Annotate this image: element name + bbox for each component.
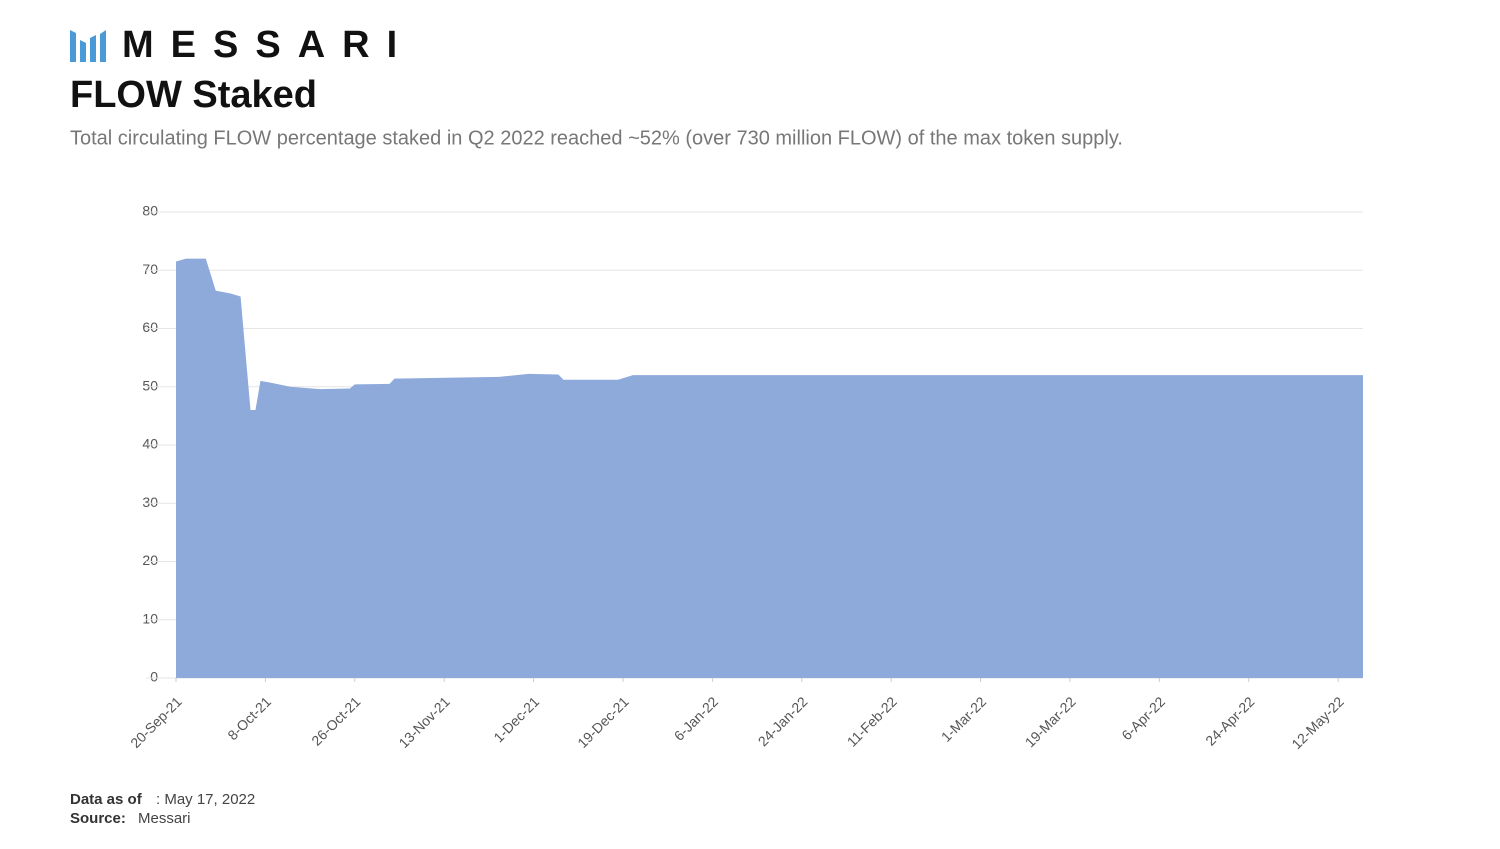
logo-icon (70, 30, 106, 62)
footer-date-label: Data as of (70, 791, 143, 808)
x-tick-label: 11-Feb-22 (844, 693, 900, 749)
y-tick-label: 30 (142, 494, 158, 510)
area (176, 258, 1363, 678)
x-tick-label: 19-Mar-22 (1022, 693, 1079, 750)
x-tick-label: 26-Oct-21 (308, 693, 363, 748)
x-tick-label: 12-May-22 (1288, 693, 1347, 752)
y-tick-label: 0 (150, 669, 158, 685)
y-tick-label: 20 (142, 552, 158, 568)
y-tick-label: 60 (142, 319, 158, 335)
title: FLOW Staked (70, 74, 317, 116)
x-tick-label: 1-Mar-22 (938, 693, 990, 745)
x-tick-label: 24-Apr-22 (1202, 693, 1257, 748)
footer-date: : May 17, 2022 (156, 791, 255, 808)
logo: MESSARI (122, 24, 414, 66)
x-tick-label: 24-Jan-22 (755, 693, 811, 749)
y-tick-label: 50 (142, 377, 158, 393)
footer-source: Messari (138, 810, 191, 827)
x-tick-label: 8-Oct-21 (224, 693, 274, 743)
x-tick-label: 6-Jan-22 (671, 693, 722, 744)
x-tick-label: 13-Nov-21 (395, 693, 453, 751)
footer-source-label: Source: (70, 810, 126, 827)
y-tick-label: 10 (142, 610, 158, 626)
subtitle: Total circulating FLOW percentage staked… (70, 127, 1123, 149)
x-tick-label: 20-Sep-21 (127, 693, 185, 751)
x-tick-label: 6-Apr-22 (1118, 693, 1168, 743)
y-tick-label: 40 (142, 436, 158, 452)
x-tick-label: 19-Dec-21 (574, 693, 632, 751)
y-tick-label: 80 (142, 203, 158, 219)
y-tick-label: 70 (142, 261, 158, 277)
x-tick-label: 1-Dec-21 (490, 693, 542, 745)
